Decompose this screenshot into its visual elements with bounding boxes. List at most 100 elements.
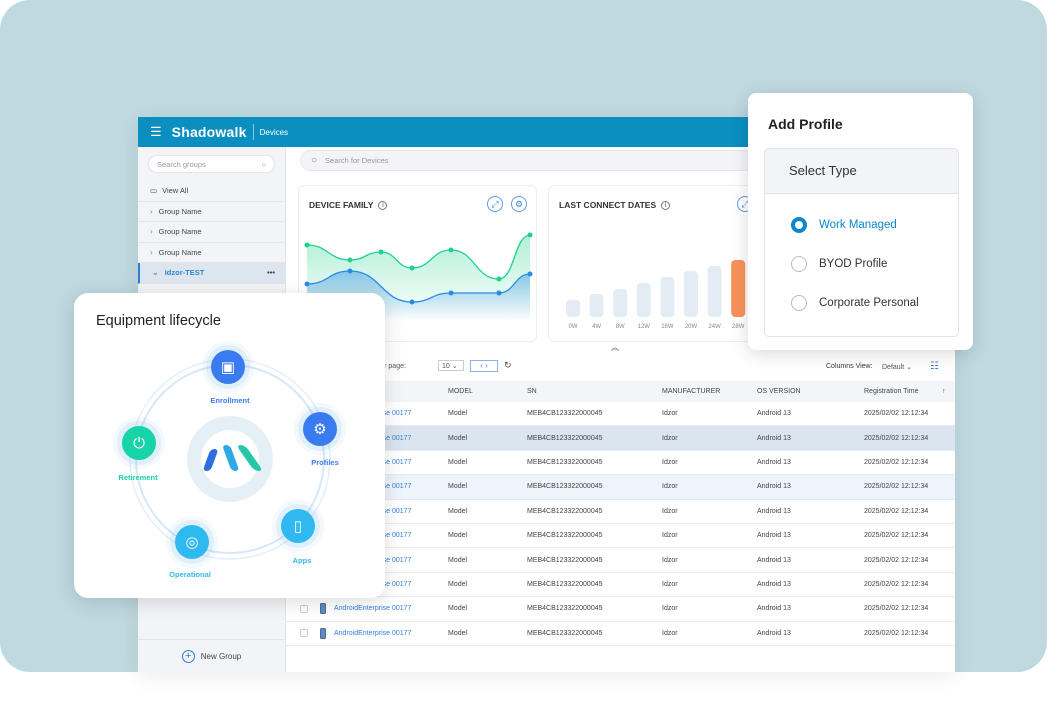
option-byod-profile[interactable]: BYOD Profile [791, 256, 887, 272]
table-row[interactable]: AndroidEnterprise 00177 Model MEB4CB1233… [286, 426, 955, 451]
apps-icon[interactable]: ▯ [281, 509, 315, 543]
collapse-icon[interactable]: ︽ [611, 343, 619, 352]
cell-time: 2025/02/02 12:12:34 [864, 458, 929, 466]
sidebar-group[interactable]: › Group Name [138, 243, 285, 263]
table-toolbar: # of rows per page: 10 ⌄ ‹ › ↻ Columns V… [286, 355, 955, 381]
cell-time: 2025/02/02 12:12:34 [864, 629, 929, 637]
device-name-link[interactable]: AndroidEnterprise 00177 [334, 605, 412, 613]
lifecycle-ring [129, 358, 331, 560]
column-header[interactable]: OS VERSION [757, 388, 801, 395]
cell-manufacturer: Idzor [662, 629, 678, 637]
table-row[interactable]: AndroidEnterprise 00177 Model MEB4CB1233… [286, 548, 955, 573]
radio-selected[interactable] [791, 217, 807, 233]
new-group-button[interactable]: + New Group [138, 639, 285, 672]
column-header[interactable]: MODEL [448, 388, 473, 395]
columns-settings-icon[interactable]: ☷ [930, 361, 939, 372]
profiles-gear-icon[interactable]: ⚙ [303, 412, 337, 446]
label: Corporate Personal [819, 297, 919, 309]
column-header[interactable]: SN [527, 388, 537, 395]
cell-os: Android 13 [757, 483, 791, 491]
divider [252, 124, 254, 140]
stage-label: Apps [292, 556, 312, 565]
select-type-header: Select Type [765, 149, 958, 194]
cell-os: Android 13 [757, 556, 791, 564]
bar [707, 266, 722, 317]
cell-model: Model [448, 532, 468, 540]
table-row[interactable]: AndroidEnterprise 00177 Model MEB4CB1233… [286, 500, 955, 524]
row-checkbox[interactable] [300, 604, 308, 613]
table-row[interactable]: AndroidEnterprise 00177 Model MEB4CB1233… [286, 622, 955, 646]
table-header: MODEL SN MANUFACTURER OS VERSION Registr… [286, 381, 955, 402]
sidebar-item-view-all[interactable]: ▭ View All [138, 181, 285, 202]
row-checkbox[interactable] [300, 629, 308, 638]
label: Work Managed [819, 219, 897, 231]
table-row[interactable]: AndroidEnterprise 00177 Model MEB4CB1233… [286, 475, 955, 500]
label: Group Name [158, 247, 202, 257]
card-title: Equipment lifecycle [96, 313, 221, 329]
power-icon[interactable]: ⏻ [122, 426, 156, 460]
cell-os: Android 13 [757, 605, 791, 613]
radio[interactable] [791, 295, 807, 311]
data-point [409, 299, 415, 305]
table-row[interactable]: AndroidEnterprise 00177 Model MEB4CB1233… [286, 597, 955, 622]
data-point [496, 276, 502, 282]
refresh-icon[interactable]: ↻ [504, 360, 512, 370]
cell-model: Model [448, 458, 468, 466]
columns-view-select[interactable]: Default ⌄ [882, 364, 912, 371]
sort-icon[interactable]: ↑ [942, 388, 946, 395]
rows-per-page-select[interactable]: 10 ⌄ [438, 360, 464, 371]
option-corporate-personal[interactable]: Corporate Personal [791, 295, 919, 311]
bar [684, 271, 698, 317]
search-icon: ○ [311, 155, 318, 166]
sidebar-group-active[interactable]: ⌄ Idzor-TEST ••• [138, 263, 285, 284]
select-type-box: Select Type Work Managed BYOD Profile Co… [764, 148, 959, 337]
chevron-right-icon: › [150, 227, 153, 237]
section-title: Devices [259, 127, 289, 137]
bar [566, 300, 580, 317]
cell-model: Model [448, 410, 468, 418]
table-row[interactable]: AndroidEnterprise 00177 Model MEB4CB1233… [286, 402, 955, 427]
cell-sn: MEB4CB123322000045 [527, 507, 603, 515]
equipment-lifecycle-card: Equipment lifecycle ▣ Enrollment ⚙ Profi… [74, 293, 385, 598]
cell-os: Android 13 [757, 507, 791, 515]
label: Group Name [158, 227, 202, 237]
device-name-link[interactable]: AndroidEnterprise 00177 [334, 629, 412, 637]
data-point [527, 232, 533, 238]
cell-time: 2025/02/02 12:12:34 [864, 580, 929, 588]
tick-label: 24W [708, 324, 721, 330]
radio[interactable] [791, 256, 807, 272]
enrollment-icon[interactable]: ▣ [211, 350, 245, 384]
menu-icon[interactable]: ☰ [150, 124, 162, 139]
cell-time: 2025/02/02 12:12:34 [864, 556, 929, 564]
cell-time: 2025/02/02 12:12:34 [864, 483, 929, 491]
tick-label: 4W [592, 324, 601, 330]
gear-icon[interactable]: ⚙ [511, 196, 527, 212]
sidebar-group[interactable]: › Group Name [138, 202, 285, 222]
cell-manufacturer: Idzor [662, 580, 678, 588]
info-icon[interactable]: i [661, 200, 671, 210]
option-work-managed[interactable]: Work Managed [791, 217, 897, 233]
column-header[interactable]: MANUFACTURER [662, 388, 721, 395]
data-point [448, 247, 454, 253]
bar [660, 277, 675, 317]
operational-icon[interactable]: ◎ [175, 525, 209, 559]
sidebar-group[interactable]: › Group Name [138, 222, 285, 243]
dialog-title: Add Profile [768, 116, 843, 132]
table-row[interactable]: AndroidEnterprise 00177 Model MEB4CB1233… [286, 451, 955, 476]
table-row[interactable]: AndroidEnterprise 00177 Model MEB4CB1233… [286, 573, 955, 598]
column-header[interactable]: Registration Time [864, 388, 919, 395]
placeholder: Search groups [157, 159, 206, 169]
group-search-input[interactable]: Search groups ○ [148, 155, 275, 173]
pagination-buttons[interactable]: ‹ › [470, 360, 498, 372]
cell-manufacturer: Idzor [662, 434, 678, 442]
cell-manufacturer: Idzor [662, 605, 678, 613]
bar [613, 289, 628, 317]
table-row[interactable]: AndroidEnterprise 00177 Model MEB4CB1233… [286, 524, 955, 549]
expand-icon[interactable]: ⤢ [487, 196, 503, 212]
info-icon[interactable]: i [378, 200, 388, 210]
cell-sn: MEB4CB123322000045 [527, 629, 603, 637]
data-point [409, 265, 415, 271]
cell-time: 2025/02/02 12:12:34 [864, 434, 929, 442]
search-icon: ○ [261, 159, 266, 169]
more-icon[interactable]: ••• [267, 268, 275, 278]
